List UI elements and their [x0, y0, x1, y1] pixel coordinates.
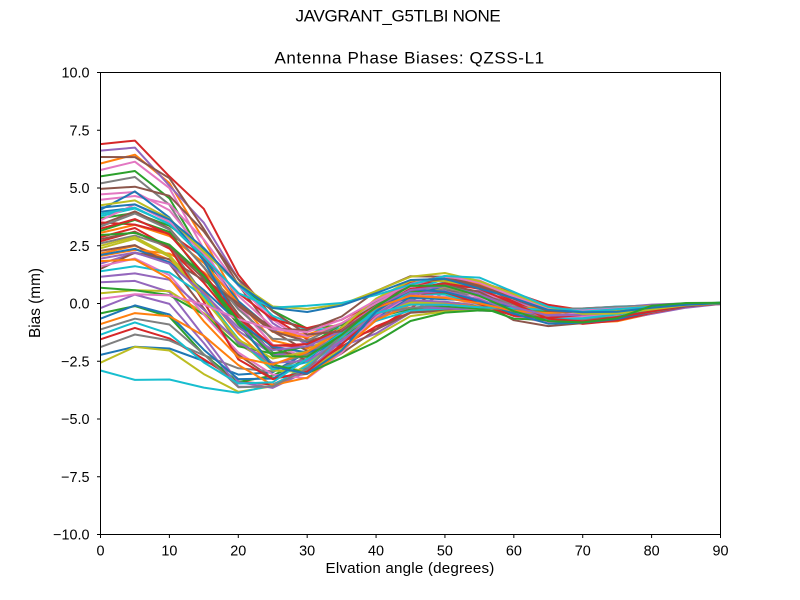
svg-text:10.0: 10.0 [61, 66, 89, 82]
svg-text:Elvation angle (degrees): Elvation angle (degrees) [326, 560, 495, 577]
svg-text:10: 10 [161, 543, 177, 559]
svg-text:5.0: 5.0 [69, 181, 89, 197]
svg-text:7.5: 7.5 [69, 123, 89, 139]
svg-text:JAVGRANT_G5TLBI NONE: JAVGRANT_G5TLBI NONE [296, 7, 501, 26]
svg-text:−10.0: −10.0 [53, 528, 89, 544]
svg-text:−2.5: −2.5 [61, 354, 89, 370]
svg-text:Bias (mm): Bias (mm) [27, 268, 44, 338]
svg-text:20: 20 [230, 543, 246, 559]
svg-text:40: 40 [368, 543, 384, 559]
svg-text:0.0: 0.0 [69, 297, 89, 313]
svg-text:70: 70 [575, 543, 591, 559]
svg-text:80: 80 [644, 543, 660, 559]
svg-text:50: 50 [437, 543, 453, 559]
svg-text:−7.5: −7.5 [61, 470, 89, 486]
svg-text:Antenna Phase Biases: QZSS-L1: Antenna Phase Biases: QZSS-L1 [274, 48, 544, 67]
svg-text:2.5: 2.5 [69, 239, 89, 255]
svg-text:0: 0 [96, 543, 104, 559]
svg-text:60: 60 [506, 543, 522, 559]
svg-text:30: 30 [299, 543, 315, 559]
svg-text:90: 90 [712, 543, 728, 559]
svg-text:−5.0: −5.0 [61, 412, 89, 428]
